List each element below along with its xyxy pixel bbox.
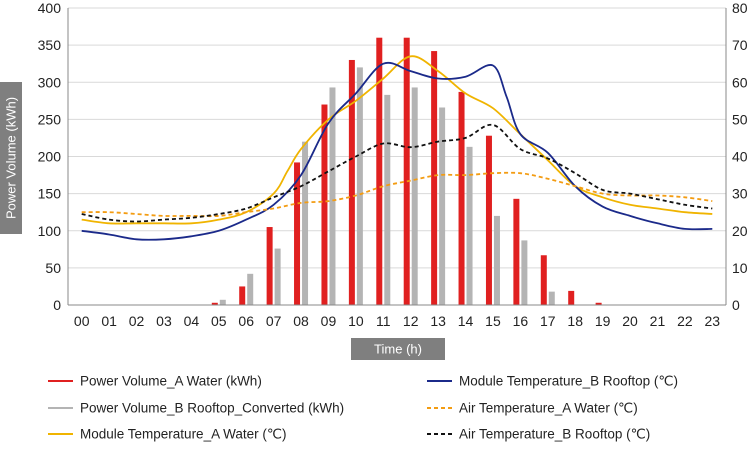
y-tick-label: 400 xyxy=(38,0,62,16)
y-axis-title: Power Volume (kWh) xyxy=(4,97,19,219)
legend-label: Module Temperature_A Water (℃) xyxy=(80,427,287,442)
bars xyxy=(211,37,602,306)
x-tick-label: 14 xyxy=(458,313,474,329)
series-line xyxy=(81,123,713,223)
y-tick-label: 300 xyxy=(38,74,62,90)
bar xyxy=(384,94,391,305)
x-tick-label: 11 xyxy=(376,313,391,329)
series-line xyxy=(81,55,713,225)
x-tick-label: 07 xyxy=(266,313,282,329)
x-tick-label: 12 xyxy=(403,313,419,329)
x-tick-label: 13 xyxy=(430,313,446,329)
y2-tick-label: 40 xyxy=(732,149,748,165)
y-tick-label: 350 xyxy=(38,37,62,53)
x-tick-label: 17 xyxy=(540,313,556,329)
x-tick-label: 08 xyxy=(293,313,309,329)
y2-tick-label: 10 xyxy=(732,260,748,276)
y2-tick-label: 70 xyxy=(732,37,748,53)
y-tick-label: 50 xyxy=(45,260,61,276)
y2-tick-label: 80 xyxy=(732,0,748,16)
x-axis-title: Time (h) xyxy=(374,342,422,357)
y-tick-label: 250 xyxy=(38,111,62,127)
legend-label: Power Volume_B Rooftop_Converted (kWh) xyxy=(80,401,344,416)
y2-tick-label: 20 xyxy=(732,223,748,239)
x-tick-label: 03 xyxy=(156,313,172,329)
legend-label: Air Temperature_A Water (℃) xyxy=(459,401,638,416)
x-tick-label: 10 xyxy=(348,313,364,329)
bar xyxy=(239,286,246,305)
x-tick-label: 23 xyxy=(705,313,721,329)
x-tick-label: 00 xyxy=(74,313,90,329)
bar xyxy=(513,198,520,305)
bar xyxy=(540,255,547,305)
bar xyxy=(376,37,383,305)
bar xyxy=(302,141,309,305)
lines xyxy=(81,55,713,241)
y2-tick-label: 30 xyxy=(732,186,748,202)
y2-tick-label: 0 xyxy=(732,297,740,313)
x-tick-label: 16 xyxy=(513,313,529,329)
bar xyxy=(266,227,273,305)
bar xyxy=(321,104,328,306)
x-tick-label: 15 xyxy=(485,313,501,329)
bar xyxy=(431,51,438,305)
bar xyxy=(211,302,218,305)
x-tick-label: 19 xyxy=(595,313,611,329)
y2-tick-label: 50 xyxy=(732,111,748,127)
bar xyxy=(568,290,575,305)
bar xyxy=(458,91,465,305)
bar xyxy=(219,299,226,305)
legend-label: Module Temperature_B Rooftop (℃) xyxy=(459,374,678,389)
bar xyxy=(274,248,281,305)
x-tick-label: 01 xyxy=(101,313,117,329)
grid xyxy=(68,7,726,306)
bar xyxy=(411,87,418,305)
y-axis-title-bg xyxy=(0,82,22,234)
x-tick-label: 05 xyxy=(211,313,227,329)
y2-tick-label: 60 xyxy=(732,74,748,90)
legend: Power Volume_A Water (kWh) Power Volume_B… xyxy=(48,374,678,442)
bar xyxy=(329,87,336,305)
bar xyxy=(466,146,473,305)
legend-label: Air Temperature_B Rooftop (℃) xyxy=(459,427,650,442)
x-tick-label: 06 xyxy=(238,313,254,329)
x-tick-label: 21 xyxy=(650,313,666,329)
axes: 0501001502002503003504000102030405060708… xyxy=(38,0,748,329)
x-tick-label: 04 xyxy=(184,313,200,329)
y-tick-label: 200 xyxy=(38,149,62,165)
bar xyxy=(294,162,301,305)
y-tick-label: 0 xyxy=(53,297,61,313)
x-axis-title-bg xyxy=(351,338,445,360)
x-tick-label: 18 xyxy=(567,313,583,329)
y-tick-label: 100 xyxy=(38,223,62,239)
bar xyxy=(356,67,363,306)
x-tick-label: 09 xyxy=(321,313,337,329)
x-tick-label: 02 xyxy=(129,313,145,329)
x-tick-label: 20 xyxy=(622,313,638,329)
series-line xyxy=(81,171,713,218)
y-tick-label: 150 xyxy=(38,186,62,202)
bar xyxy=(493,215,500,305)
bar xyxy=(348,59,355,305)
bar xyxy=(595,302,602,305)
bar xyxy=(247,273,254,305)
bar xyxy=(403,37,410,305)
bar xyxy=(439,107,446,306)
bar xyxy=(485,135,492,305)
series-line xyxy=(81,61,713,241)
bar xyxy=(521,240,528,305)
legend-label: Power Volume_A Water (kWh) xyxy=(80,374,262,389)
bar xyxy=(548,291,555,305)
x-tick-label: 22 xyxy=(677,313,693,329)
